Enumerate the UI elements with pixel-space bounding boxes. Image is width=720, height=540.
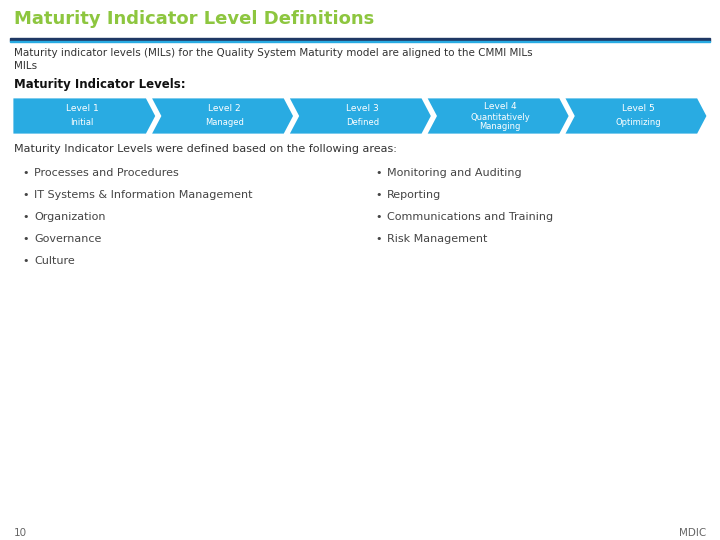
Text: Maturity indicator levels (MILs) for the Quality System Maturity model are align: Maturity indicator levels (MILs) for the… bbox=[14, 48, 533, 58]
Text: Communications and Training: Communications and Training bbox=[387, 212, 553, 222]
Text: Defined: Defined bbox=[346, 118, 379, 127]
Bar bbox=[10, 38, 710, 40]
Text: Processes and Procedures: Processes and Procedures bbox=[34, 168, 179, 178]
Text: •: • bbox=[375, 234, 382, 244]
Text: •: • bbox=[375, 212, 382, 222]
Polygon shape bbox=[563, 97, 708, 135]
Text: •: • bbox=[375, 190, 382, 200]
Text: Quantitatively: Quantitatively bbox=[470, 113, 530, 122]
Text: •: • bbox=[22, 190, 29, 200]
Text: MILs: MILs bbox=[14, 61, 37, 71]
Text: •: • bbox=[22, 212, 29, 222]
Text: •: • bbox=[22, 168, 29, 178]
Text: Level 3: Level 3 bbox=[346, 104, 379, 113]
Text: Maturity Indicator Levels were defined based on the following areas:: Maturity Indicator Levels were defined b… bbox=[14, 144, 397, 154]
Text: Monitoring and Auditing: Monitoring and Auditing bbox=[387, 168, 521, 178]
Text: Level 2: Level 2 bbox=[208, 104, 241, 113]
Text: MDIC: MDIC bbox=[679, 528, 706, 538]
Text: Initial: Initial bbox=[71, 118, 94, 127]
Text: IT Systems & Information Management: IT Systems & Information Management bbox=[34, 190, 253, 200]
Text: Managing: Managing bbox=[480, 122, 521, 131]
Text: •: • bbox=[22, 234, 29, 244]
Text: Maturity Indicator Levels:: Maturity Indicator Levels: bbox=[14, 78, 186, 91]
Polygon shape bbox=[12, 97, 157, 135]
Bar bbox=[10, 40, 710, 42]
Text: Risk Management: Risk Management bbox=[387, 234, 487, 244]
Text: •: • bbox=[22, 256, 29, 266]
Polygon shape bbox=[150, 97, 294, 135]
Text: Managed: Managed bbox=[205, 118, 244, 127]
Text: Maturity Indicator Level Definitions: Maturity Indicator Level Definitions bbox=[14, 10, 374, 28]
Text: Governance: Governance bbox=[34, 234, 102, 244]
Text: Level 1: Level 1 bbox=[66, 104, 98, 113]
Text: Optimizing: Optimizing bbox=[616, 118, 661, 127]
Text: Level 4: Level 4 bbox=[484, 102, 517, 111]
Polygon shape bbox=[426, 97, 570, 135]
Polygon shape bbox=[287, 97, 433, 135]
Text: Level 5: Level 5 bbox=[622, 104, 654, 113]
Text: Reporting: Reporting bbox=[387, 190, 441, 200]
Text: Culture: Culture bbox=[34, 256, 75, 266]
Text: 10: 10 bbox=[14, 528, 27, 538]
Text: Organization: Organization bbox=[34, 212, 106, 222]
Text: •: • bbox=[375, 168, 382, 178]
